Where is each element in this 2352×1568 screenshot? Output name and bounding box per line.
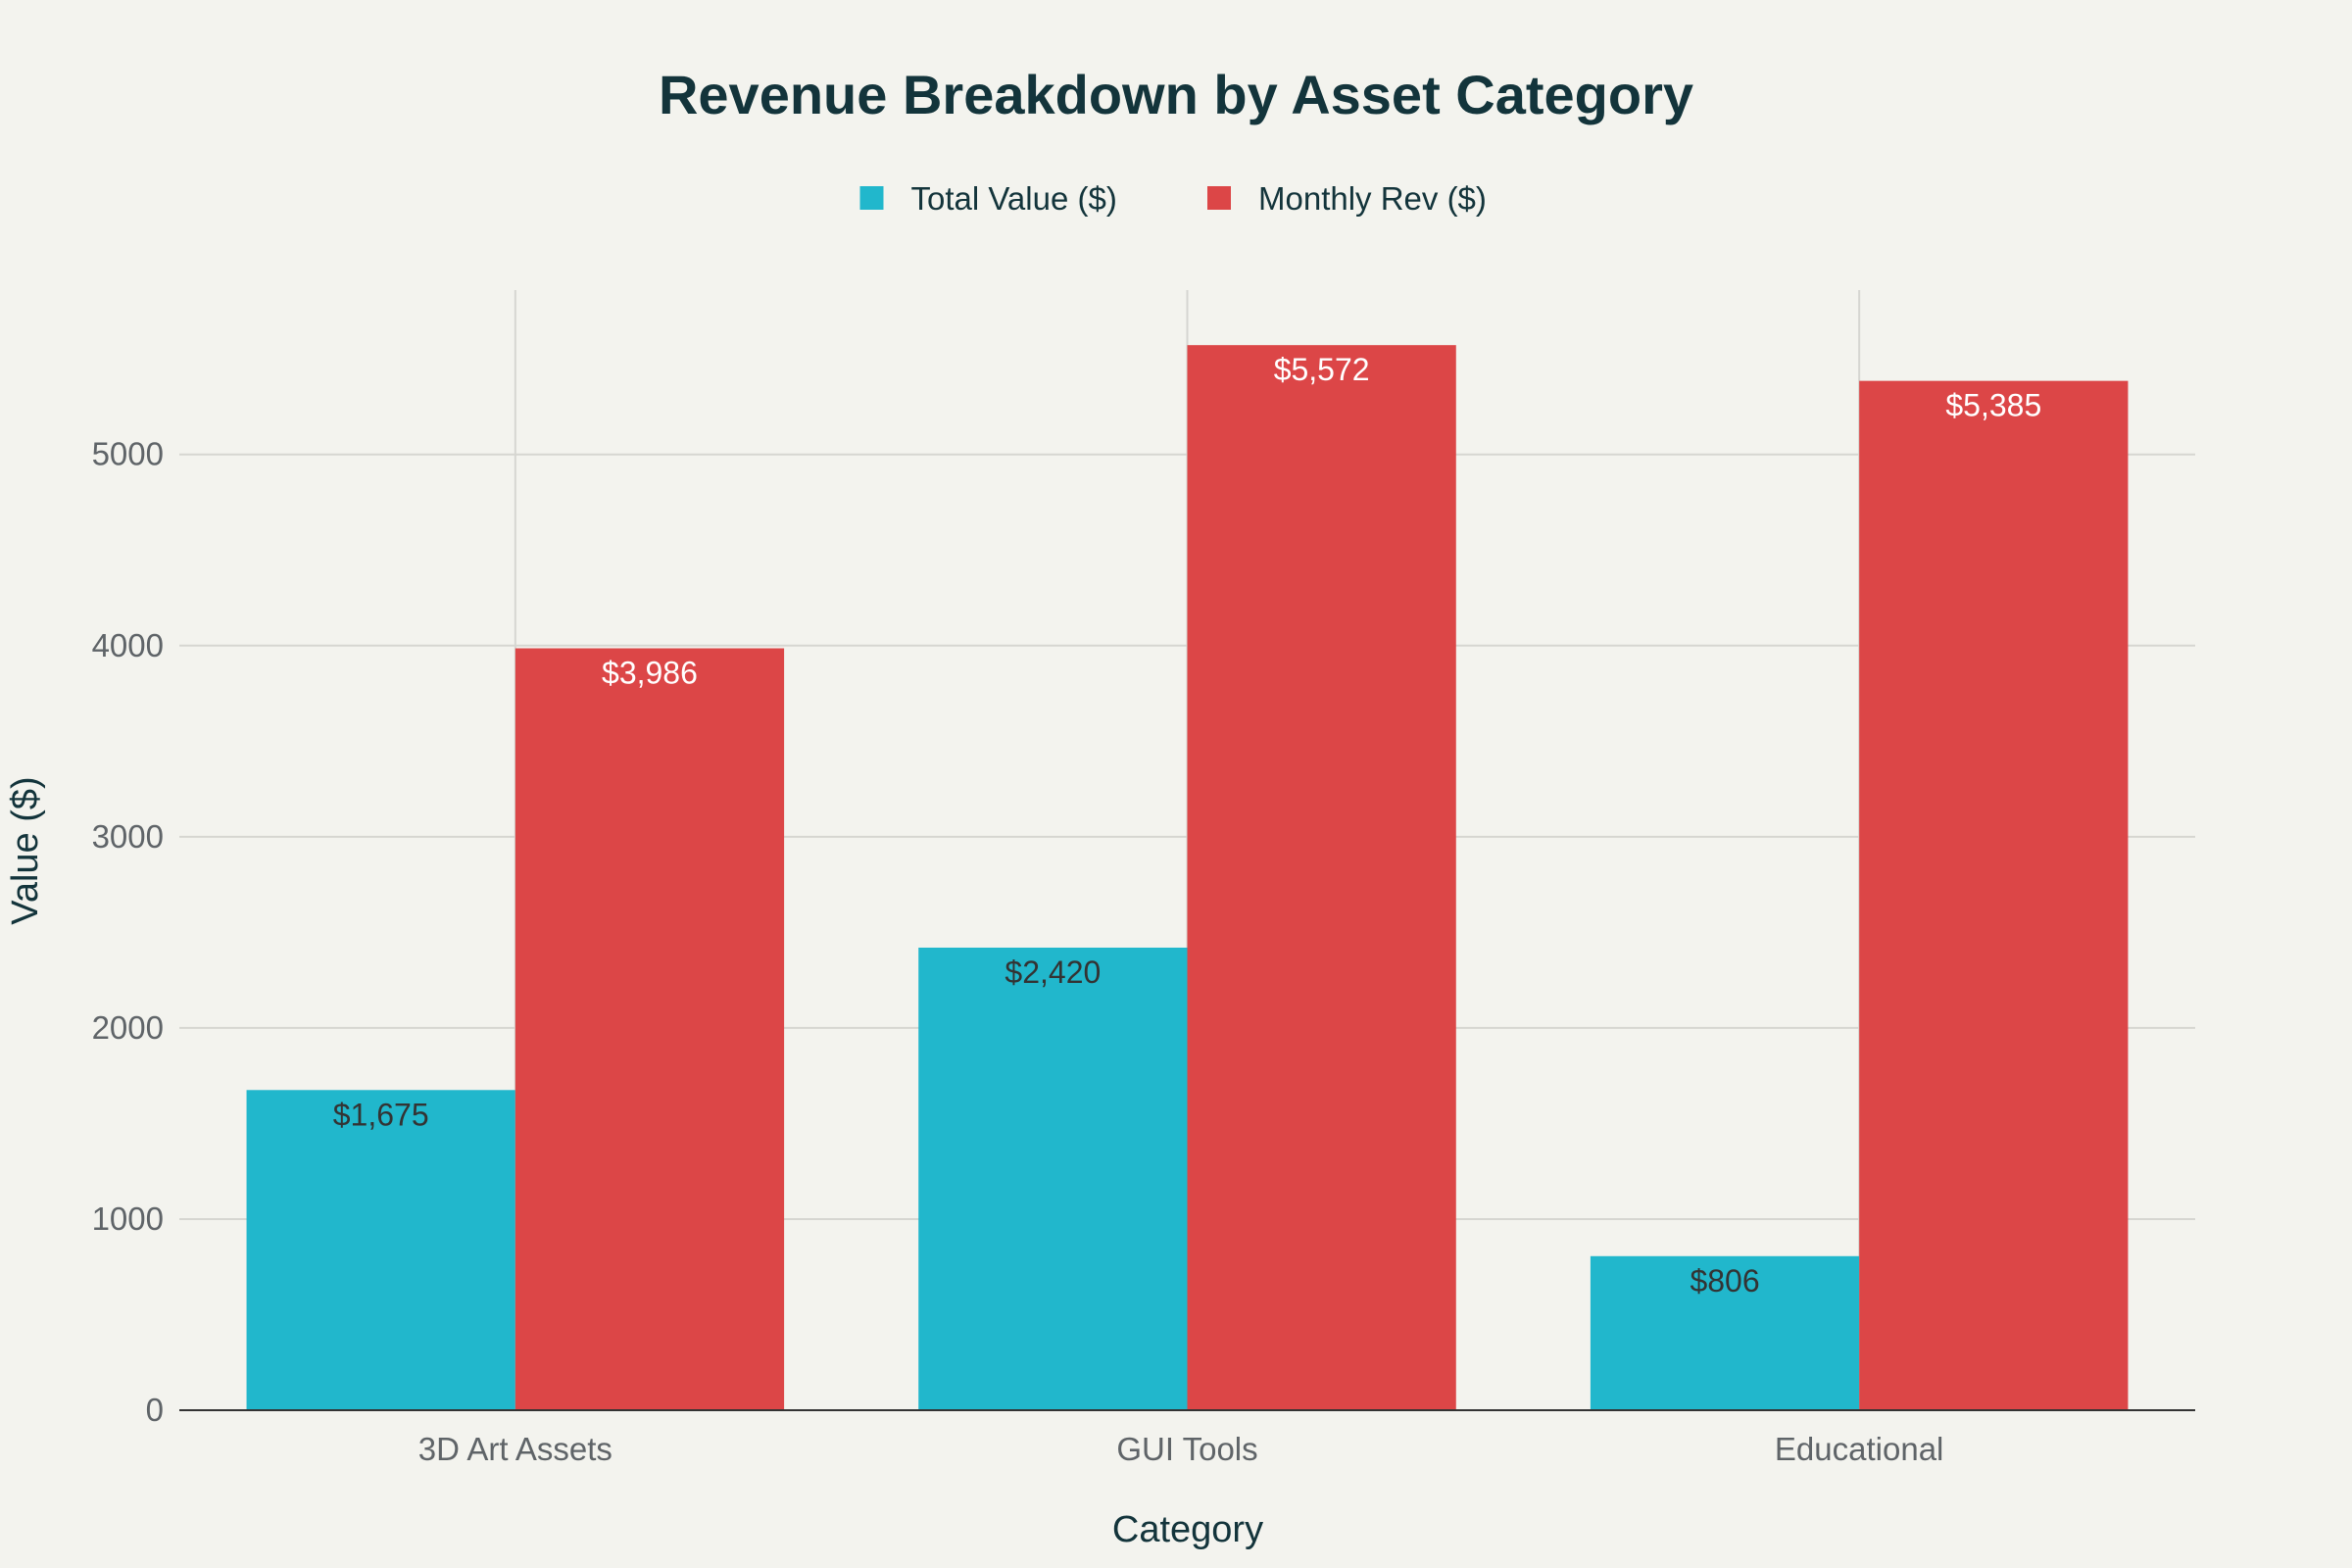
chart-title: Revenue Breakdown by Asset Category [659, 64, 1693, 125]
bar [1590, 1255, 1860, 1410]
bar-value-label: $1,675 [333, 1097, 429, 1132]
bar-value-label: $806 [1690, 1263, 1759, 1298]
bar [918, 947, 1188, 1410]
y-tick-label: 1000 [92, 1200, 164, 1237]
bar-value-label: $3,986 [602, 656, 698, 691]
bar [246, 1090, 515, 1410]
y-tick-label: 2000 [92, 1009, 164, 1046]
y-tick-label: 5000 [92, 436, 164, 472]
y-tick-label: 4000 [92, 627, 164, 663]
x-tick-label: Educational [1775, 1431, 1943, 1467]
y-axis-ticks: 0 1000 2000 3000 4000 5000 [92, 436, 164, 1428]
bar [1859, 380, 2129, 1411]
bar [1187, 345, 1456, 1410]
y-tick-label: 3000 [92, 818, 164, 855]
legend-swatch [859, 186, 884, 210]
bar-value-label: $2,420 [1004, 955, 1101, 990]
x-axis-ticks: 3D Art Assets GUI Tools Educational [418, 1431, 1944, 1467]
legend-swatch [1207, 186, 1231, 210]
x-tick-label: GUI Tools [1116, 1431, 1257, 1467]
bars [246, 345, 2129, 1411]
bar-value-label: $5,572 [1274, 352, 1370, 387]
x-axis-title: Category [1112, 1509, 1263, 1550]
x-tick-label: 3D Art Assets [418, 1431, 612, 1467]
bar-value-label: $5,385 [1945, 388, 2041, 423]
y-tick-label: 0 [146, 1392, 164, 1428]
y-axis-title: Value ($) [5, 776, 46, 924]
bar-labels: $1,675 $3,986 $2,420 $5,572 $806 $5,385 [333, 352, 2041, 1298]
legend-label: Monthly Rev ($) [1258, 180, 1487, 217]
legend-label: Total Value ($) [911, 180, 1117, 217]
legend: Total Value ($) Monthly Rev ($) [859, 180, 1487, 217]
bar [514, 648, 785, 1410]
